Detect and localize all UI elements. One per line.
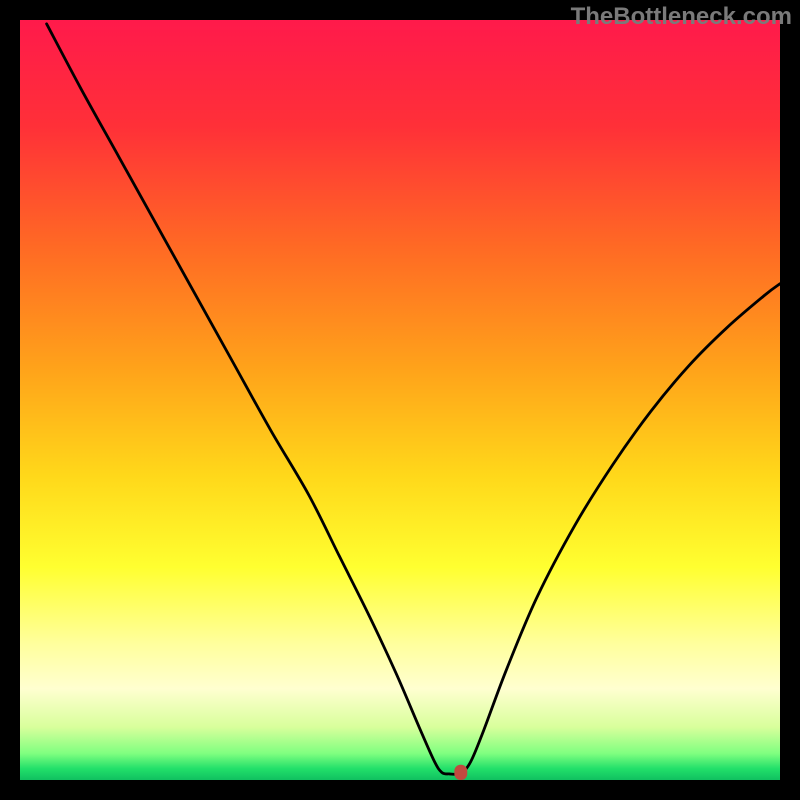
gradient-background bbox=[20, 20, 780, 780]
watermark-text: TheBottleneck.com bbox=[571, 3, 792, 30]
bottleneck-chart: TheBottleneck.com bbox=[0, 0, 800, 800]
chart-container: TheBottleneck.com bbox=[0, 0, 800, 800]
target-marker bbox=[454, 765, 467, 780]
